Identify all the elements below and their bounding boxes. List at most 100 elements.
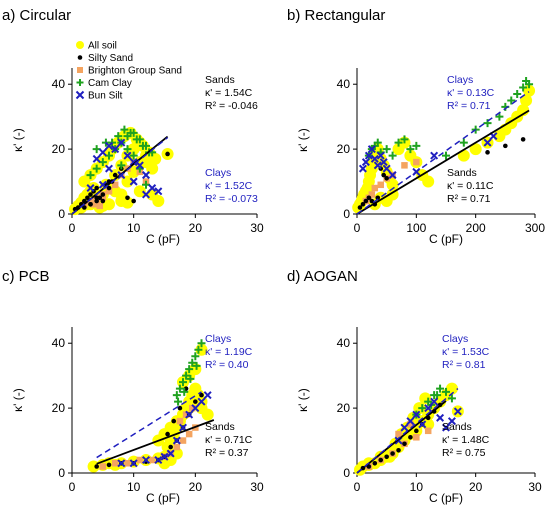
data-point [197,339,206,348]
data-point [459,138,468,147]
data-point [197,397,206,406]
data-point [357,205,363,210]
data-point [442,151,450,160]
data-point [191,352,200,361]
data-point [126,128,135,137]
sands-annotation-line: κ' = 1.48C [442,434,490,446]
sands-annotation-line: Sands [447,167,477,179]
data-point [191,404,200,413]
y-tick-label: 40 [52,336,66,350]
data-point [396,447,401,453]
data-point [176,417,184,425]
data-point [469,143,482,156]
data-point [117,459,126,468]
x-tick-label: 300 [525,221,545,235]
x-tick-label: 30 [250,480,264,494]
data-point [447,417,456,426]
series-all-soil [352,84,536,214]
data-point [408,435,413,440]
clays-annotation-line: R² = 0.71 [447,100,491,112]
data-point [373,161,382,170]
x-tick-label: 20 [189,221,203,235]
data-point [371,184,379,192]
data-point [186,374,195,383]
data-point [94,198,99,204]
data-point [88,192,93,197]
data-point [179,378,187,387]
data-point [519,83,528,92]
data-point [154,456,163,465]
sands-annotation-line: R² = 0.75 [442,447,486,459]
data-point [382,145,391,154]
data-point [378,457,384,463]
data-point [402,441,407,447]
data-point [376,151,385,160]
data-point [98,148,107,157]
data-point [99,194,107,202]
x-tick-label: 0 [354,480,361,494]
data-point [172,391,181,400]
y-tick-label: 40 [337,77,351,91]
data-point [94,464,99,469]
clays-annotation-line: Clays [442,333,468,345]
data-point [141,190,151,199]
data-point [142,180,150,189]
data-point [104,141,114,150]
legend-swatch [75,90,85,100]
clays-annotation-line: Clays [447,74,473,86]
series-bun-silt [117,391,212,468]
data-point [129,151,138,160]
panel-title: a) Circular [2,7,71,24]
data-point [92,145,101,154]
data-point [111,181,119,189]
y-tick-label: 40 [337,336,351,350]
data-point [136,456,144,464]
data-point [372,460,378,466]
clays-annotation-line: κ' = 0.13C [447,87,495,99]
series-brighton-group-sand [99,404,199,470]
data-point [447,394,456,403]
x-tick-label: 0 [69,480,76,494]
sands-annotation-line: Sands [442,421,472,433]
data-point [377,181,384,189]
clays-fit-line [356,91,530,215]
clays-annotation-line: R² = 0.40 [205,359,249,371]
data-point [381,172,387,178]
x-axis-label: C (pF) [429,232,463,246]
data-point [388,151,397,160]
data-point [88,201,93,207]
data-point [384,454,389,460]
x-tick-label: 20 [189,480,203,494]
data-point [424,404,433,413]
data-point [174,397,183,406]
data-point [407,421,414,428]
data-point [173,443,181,451]
legend-entry-label: Cam Clay [88,78,132,89]
data-point [92,164,101,173]
y-tick-label: 20 [52,401,66,415]
data-point [141,171,151,180]
legend-entry-label: Bun Silt [88,91,123,102]
data-point [129,158,138,167]
data-point [92,154,101,163]
data-point [412,410,421,419]
data-point [160,452,169,461]
data-point [384,176,389,181]
data-point [390,451,395,456]
data-point [171,418,177,424]
y-axis-label: κ' (-) [296,128,310,152]
data-point [453,407,462,416]
data-point [103,198,115,211]
data-point [189,404,196,412]
data-point [94,195,99,201]
data-point [367,145,376,154]
data-point [436,384,445,393]
data-point [179,437,187,444]
data-point [361,158,370,167]
sands-fit-line [96,419,215,465]
y-tick-label: 20 [52,142,66,156]
data-point [100,198,106,204]
y-axis-label: κ' (-) [296,388,310,412]
data-point [400,135,409,144]
